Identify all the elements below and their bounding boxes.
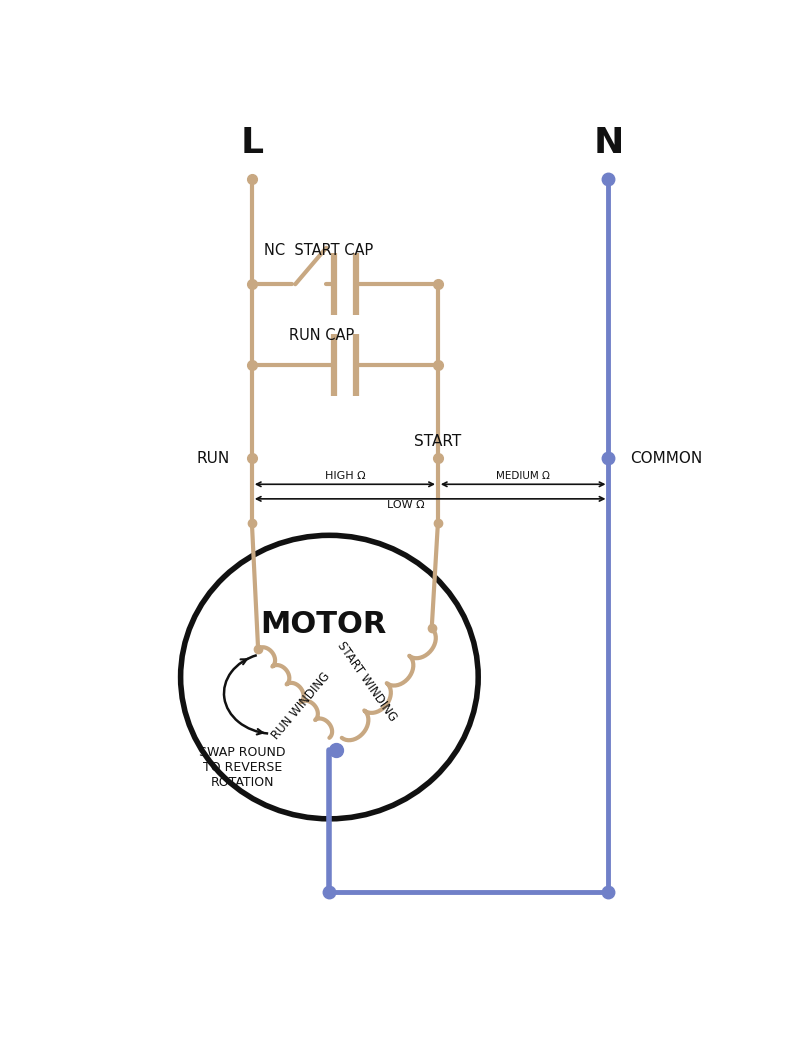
Text: COMMON: COMMON: [630, 451, 702, 466]
Text: RUN CAP: RUN CAP: [289, 327, 354, 343]
Text: START: START: [414, 433, 462, 448]
Text: RUN: RUN: [197, 451, 230, 466]
Text: RUN WINDING: RUN WINDING: [270, 669, 334, 742]
Text: L: L: [240, 126, 263, 160]
Text: SWAP ROUND
TO REVERSE
ROTATION: SWAP ROUND TO REVERSE ROTATION: [199, 746, 286, 789]
Text: START WINDING: START WINDING: [334, 639, 399, 724]
Text: LOW Ω: LOW Ω: [386, 501, 424, 510]
Text: NC  START CAP: NC START CAP: [264, 243, 374, 259]
Text: MOTOR: MOTOR: [260, 610, 386, 639]
Text: MEDIUM Ω: MEDIUM Ω: [496, 471, 550, 481]
Text: HIGH Ω: HIGH Ω: [325, 471, 366, 481]
Text: N: N: [594, 126, 623, 160]
